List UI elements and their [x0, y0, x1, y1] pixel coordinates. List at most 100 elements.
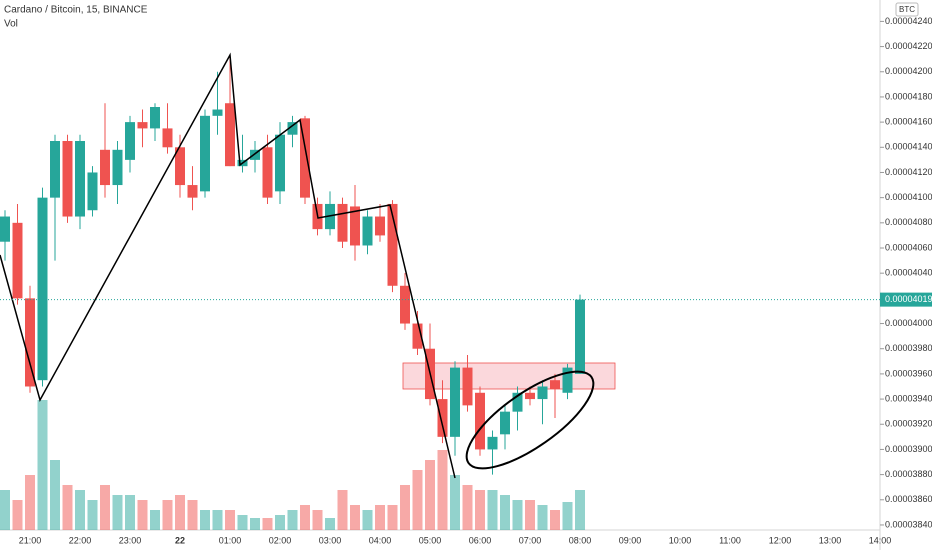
y-tick-label: 0.00004060 — [885, 242, 932, 252]
candle-body — [150, 107, 160, 129]
candle-body — [175, 147, 185, 186]
volume-bar — [200, 510, 210, 530]
candle-body — [275, 134, 285, 192]
volume-bar — [300, 505, 310, 530]
candle-body — [287, 122, 298, 135]
volume-bar — [500, 495, 510, 530]
candle-body — [137, 122, 148, 129]
y-tick-label: 0.00004160 — [885, 116, 932, 126]
candle-body — [250, 149, 260, 160]
zigzag-drawing — [0, 52, 456, 479]
candle-body — [100, 149, 110, 186]
candle-body — [0, 216, 10, 242]
x-tick-label: 22:00 — [69, 535, 92, 545]
x-tick-label: 13:00 — [819, 535, 842, 545]
y-tick-label: 0.00004200 — [885, 66, 932, 76]
x-tick-label: 12:00 — [769, 535, 792, 545]
candle-body — [562, 367, 573, 393]
volume-bar — [225, 510, 235, 530]
volume-bar — [137, 500, 148, 530]
candle-body — [212, 109, 223, 116]
candle-body — [550, 380, 560, 390]
x-tick-label: 09:00 — [619, 535, 642, 545]
volume-bar — [562, 502, 573, 530]
y-tick-label: 0.00004100 — [885, 192, 932, 202]
volume-bar — [537, 505, 548, 530]
candle-body — [450, 367, 460, 437]
candle-body — [462, 367, 473, 406]
candle-body — [12, 222, 23, 299]
currency-label: BTC — [899, 5, 915, 14]
candle-body — [500, 411, 510, 435]
volume-bar — [37, 400, 48, 530]
candle-body — [187, 185, 198, 198]
y-tick-label: 0.00003840 — [885, 519, 932, 529]
candle-body — [75, 140, 85, 217]
volume-bar — [100, 485, 110, 530]
volume-bar — [437, 450, 448, 530]
candle-body — [87, 172, 98, 211]
volume-bar — [312, 510, 323, 530]
candle-body — [525, 392, 535, 400]
y-tick-label: 0.00004000 — [885, 318, 932, 328]
last-price-box — [880, 292, 932, 307]
x-tick-label: 03:00 — [319, 535, 342, 545]
volume-bar — [325, 518, 335, 530]
x-tick-label: 06:00 — [469, 535, 492, 545]
volume-bar — [50, 460, 60, 530]
volume-bar — [362, 510, 373, 530]
candle-body — [412, 323, 423, 349]
x-tick-label: 21:00 — [19, 535, 42, 545]
volume-bar — [150, 510, 160, 530]
volume-bar — [62, 485, 73, 530]
candle-body — [437, 399, 448, 437]
volume-bar — [475, 490, 485, 530]
volume-bar — [350, 505, 360, 530]
x-tick-label: 23:00 — [119, 535, 142, 545]
volume-bar — [87, 500, 98, 530]
candle-body — [337, 203, 348, 242]
candle-body — [125, 122, 135, 160]
x-tick-label: 14:00 — [869, 535, 892, 545]
volume-bar — [287, 510, 298, 530]
y-tick-label: 0.00004080 — [885, 217, 932, 227]
x-tick-label: 08:00 — [569, 535, 592, 545]
candle-body — [350, 206, 360, 246]
volume-bar — [487, 490, 498, 530]
x-tick-label: 10:00 — [669, 535, 692, 545]
volume-bar — [212, 510, 223, 530]
ellipse-drawing — [465, 370, 595, 470]
candle-body — [575, 299, 585, 374]
candle-body — [300, 118, 310, 198]
candle-body — [400, 285, 410, 324]
volume-bar — [400, 485, 410, 530]
y-tick-label: 0.00004220 — [885, 41, 932, 51]
volume-bar — [575, 490, 585, 530]
volume-bar — [387, 505, 398, 530]
volume-label: Vol — [4, 19, 18, 30]
y-tick-label: 0.00003960 — [885, 368, 932, 378]
candle-body — [387, 203, 398, 286]
y-tick-label: 0.00004180 — [885, 91, 932, 101]
volume-bar — [125, 495, 135, 530]
x-tick-label: 01:00 — [219, 535, 242, 545]
volume-bar — [0, 490, 10, 530]
candle-body — [375, 216, 385, 236]
y-tick-label: 0.00003920 — [885, 419, 932, 429]
volume-bar — [462, 485, 473, 530]
candle-body — [62, 140, 73, 217]
y-tick-label: 0.00003980 — [885, 343, 932, 353]
volume-bar — [162, 500, 173, 530]
volume-bar — [525, 500, 535, 530]
x-tick-label: 04:00 — [369, 535, 392, 545]
candle-body — [25, 298, 35, 387]
candle-body — [512, 392, 523, 412]
volume-bar — [275, 515, 285, 530]
volume-bar — [175, 495, 185, 530]
volume-bar — [425, 460, 435, 530]
x-tick-label: 22 — [175, 535, 185, 545]
x-tick-label: 05:00 — [419, 535, 442, 545]
volume-bar — [75, 490, 85, 530]
volume-bar — [337, 490, 348, 530]
